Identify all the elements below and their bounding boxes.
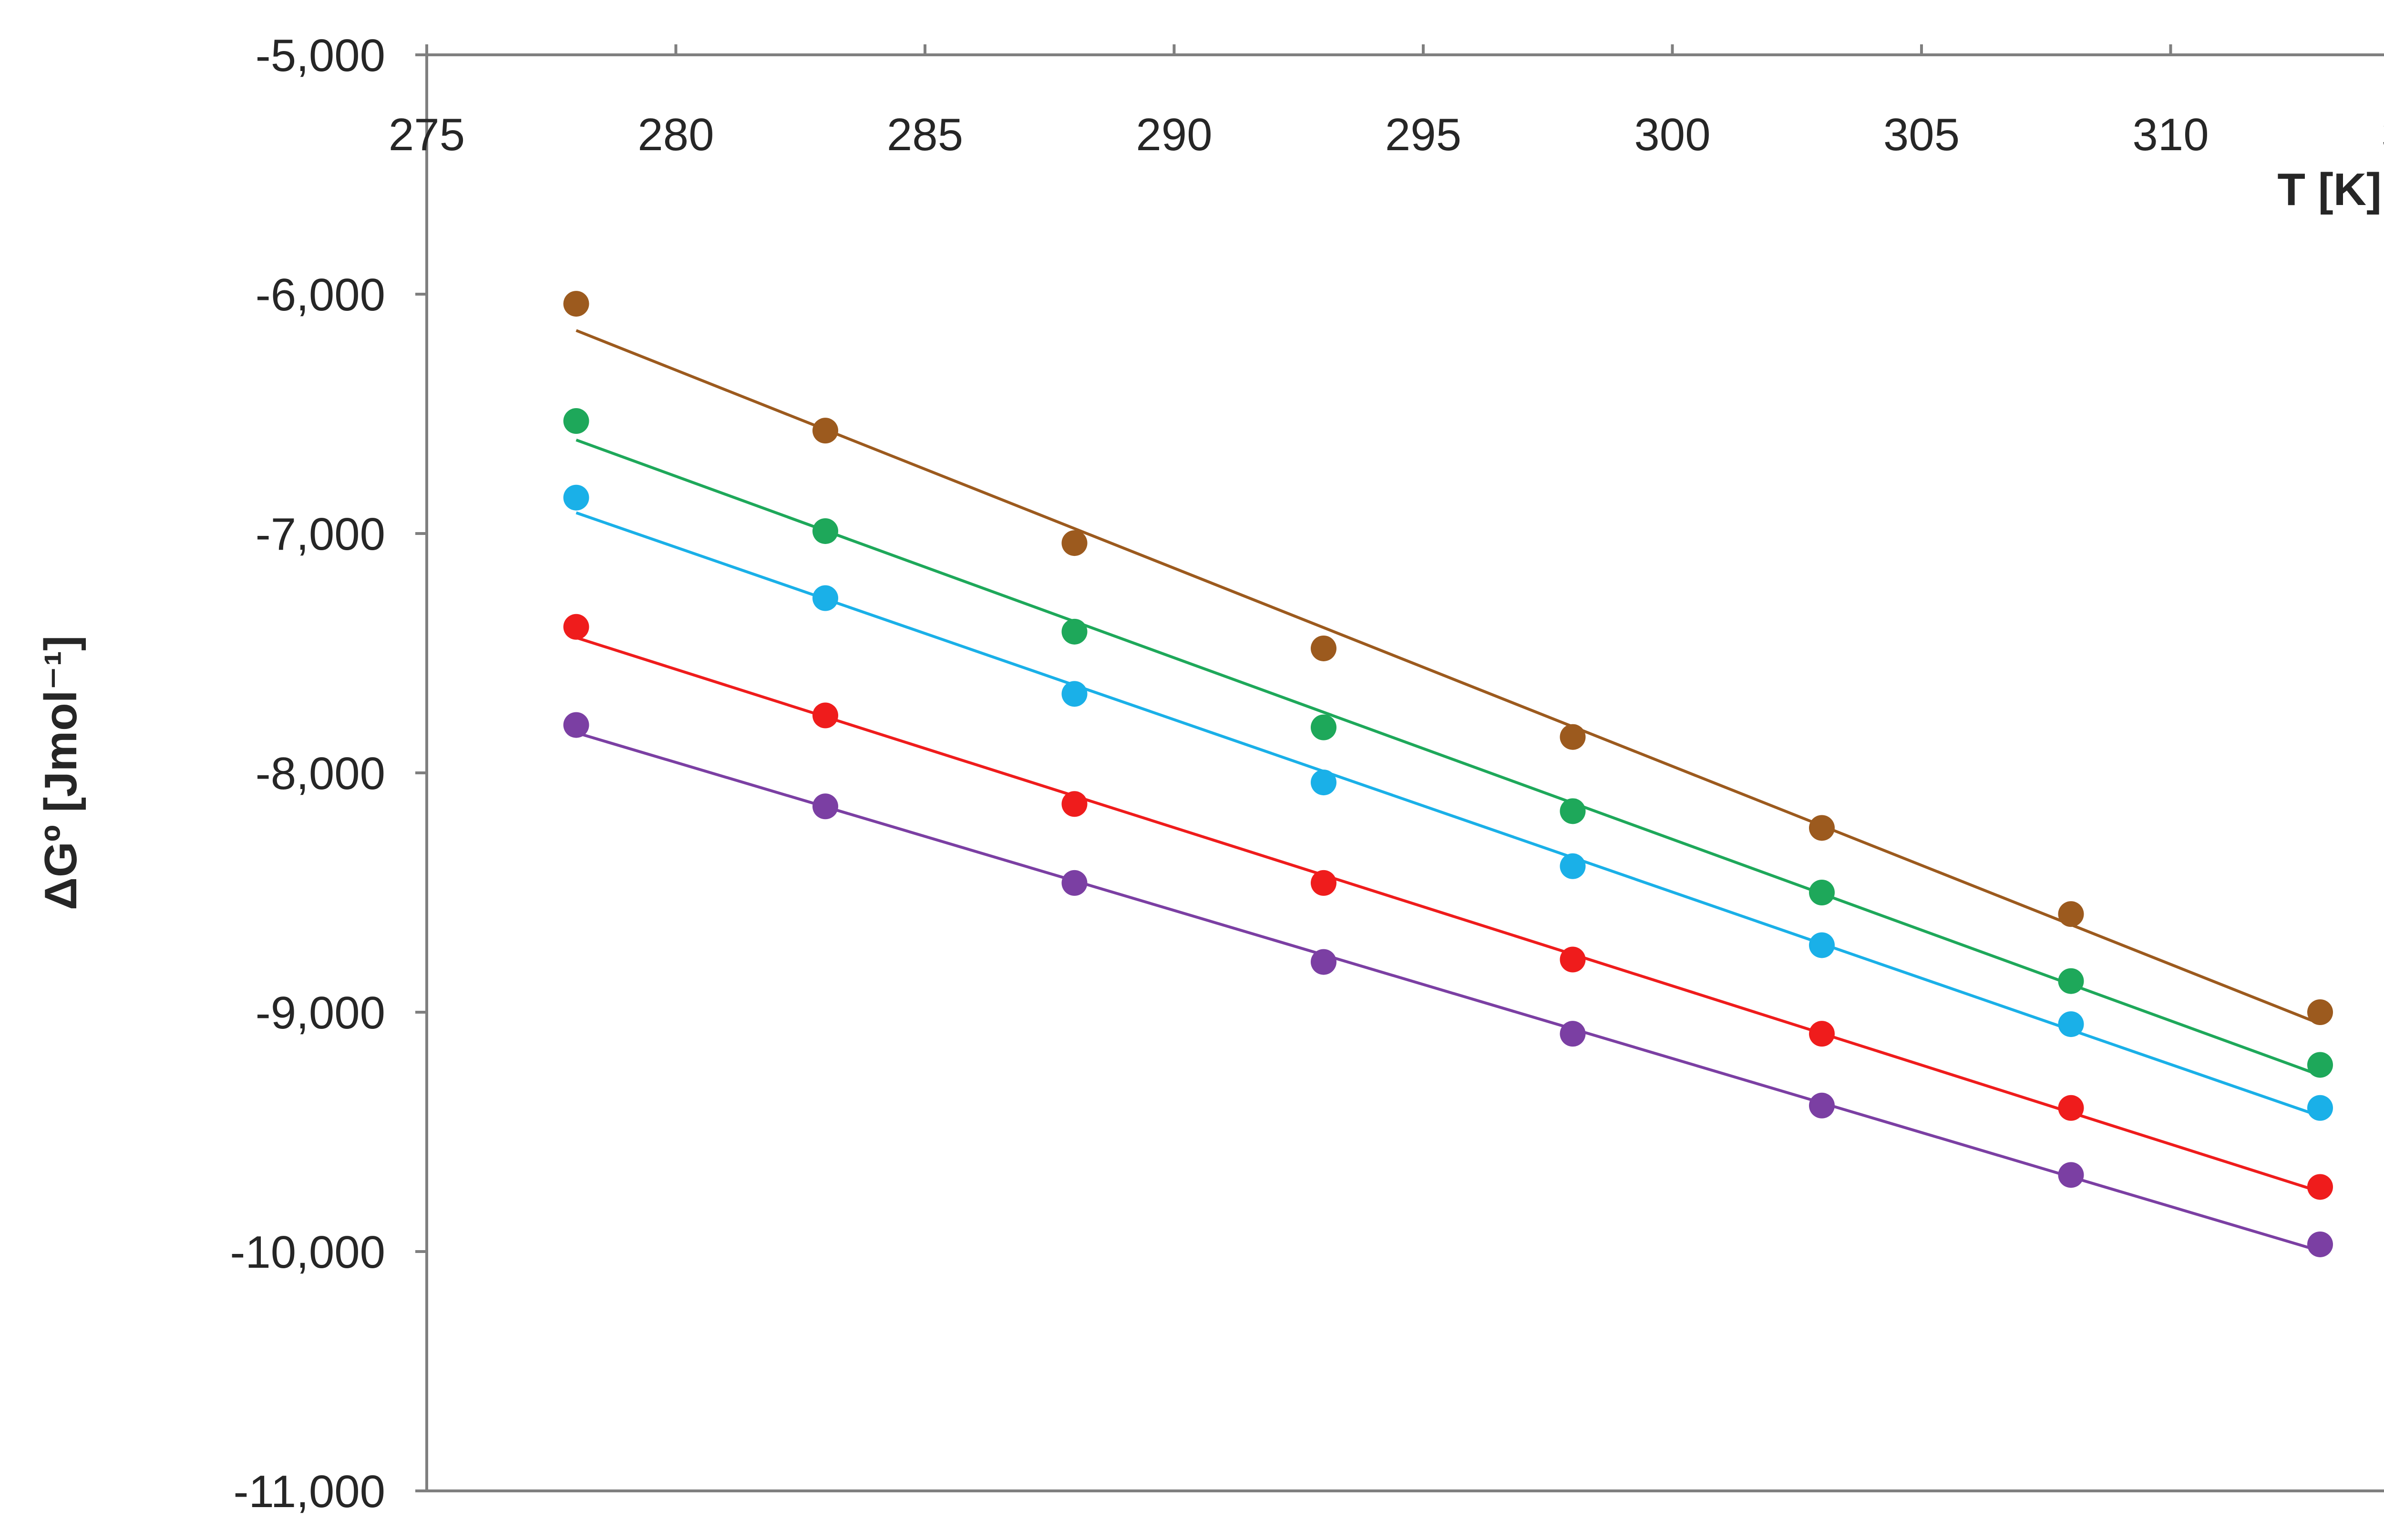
x-tick-label: 285 [887,109,963,160]
data-point-s5-7 [2058,1162,2084,1188]
x-tick-label: 280 [637,109,714,160]
y-tick-label: -7,000 [256,509,385,560]
data-point-s1-7 [2058,901,2084,927]
x-tick-label: 310 [2132,109,2209,160]
y-axis-title: ΔGº [Jmol⁻¹] [35,636,86,910]
data-point-s3-6 [1809,932,1835,958]
y-tick-label: -11,000 [234,1466,385,1517]
data-point-s3-4 [1311,770,1336,796]
data-points [563,291,2333,1257]
data-point-s3-2 [812,585,838,611]
trendline-4 [575,636,2321,1193]
trendline-1 [575,329,2321,1026]
plot-area [425,53,2384,1492]
x-tick-label: 300 [1634,109,1710,160]
data-point-s2-4 [1311,714,1336,740]
tick-labels: 275 280 285 290 295 300 305 310 315 -5,000 -6,000 -… [230,30,2384,1517]
data-point-s1-2 [812,418,838,444]
x-tick-label: 290 [1136,109,1212,160]
x-tick-label: 295 [1385,109,1461,160]
y-tick-label: -9,000 [256,987,385,1038]
trendline-3 [575,511,2321,1118]
x-tick-label: 305 [1883,109,1960,160]
data-point-s1-4 [1311,635,1336,661]
data-point-s4-6 [1809,1021,1835,1047]
data-point-s4-5 [1560,946,1586,973]
data-point-s2-5 [1560,798,1586,824]
data-point-s2-2 [812,518,838,544]
y-tick-label: -8,000 [256,748,385,799]
trendline-5 [575,731,2321,1253]
data-point-s4-1 [563,614,589,640]
data-point-s4-3 [1061,791,1088,817]
data-point-s1-6 [1809,815,1835,841]
trendline-2 [575,438,2321,1077]
data-point-s2-1 [563,408,589,434]
data-point-s4-8 [2307,1174,2333,1200]
data-point-s3-7 [2058,1011,2084,1037]
x-axis-title: T [K] [2277,164,2382,215]
data-point-s2-8 [2307,1052,2333,1078]
data-point-s3-5 [1560,853,1586,879]
data-point-s5-3 [1061,870,1088,896]
data-point-s4-4 [1311,870,1336,896]
data-point-s4-2 [812,702,838,729]
data-point-s5-2 [812,793,838,820]
data-point-s5-1 [563,712,589,738]
x-tick-label: 275 [389,109,465,160]
data-point-s2-3 [1061,618,1088,645]
data-point-s2-6 [1809,880,1835,905]
trendlines [575,329,2321,1253]
y-tick-label: -5,000 [256,30,385,81]
data-point-s5-6 [1809,1092,1835,1119]
y-tick-label: -10,000 [230,1227,385,1278]
data-point-s3-8 [2307,1095,2333,1121]
axis-ticks [415,44,2172,1492]
data-point-s1-1 [563,291,589,317]
y-tick-label: -6,000 [256,269,385,320]
data-point-s1-5 [1560,724,1586,750]
x-tick-label: 315 [2382,109,2384,160]
data-point-s3-3 [1061,681,1088,707]
data-point-s5-5 [1560,1021,1586,1047]
data-point-s4-7 [2058,1095,2084,1121]
data-point-s2-7 [2058,968,2084,994]
data-point-s1-3 [1061,530,1088,556]
data-point-s3-1 [563,484,589,511]
data-point-s1-8 [2307,999,2333,1025]
data-point-s5-8 [2307,1231,2333,1257]
data-point-s5-4 [1311,949,1336,975]
